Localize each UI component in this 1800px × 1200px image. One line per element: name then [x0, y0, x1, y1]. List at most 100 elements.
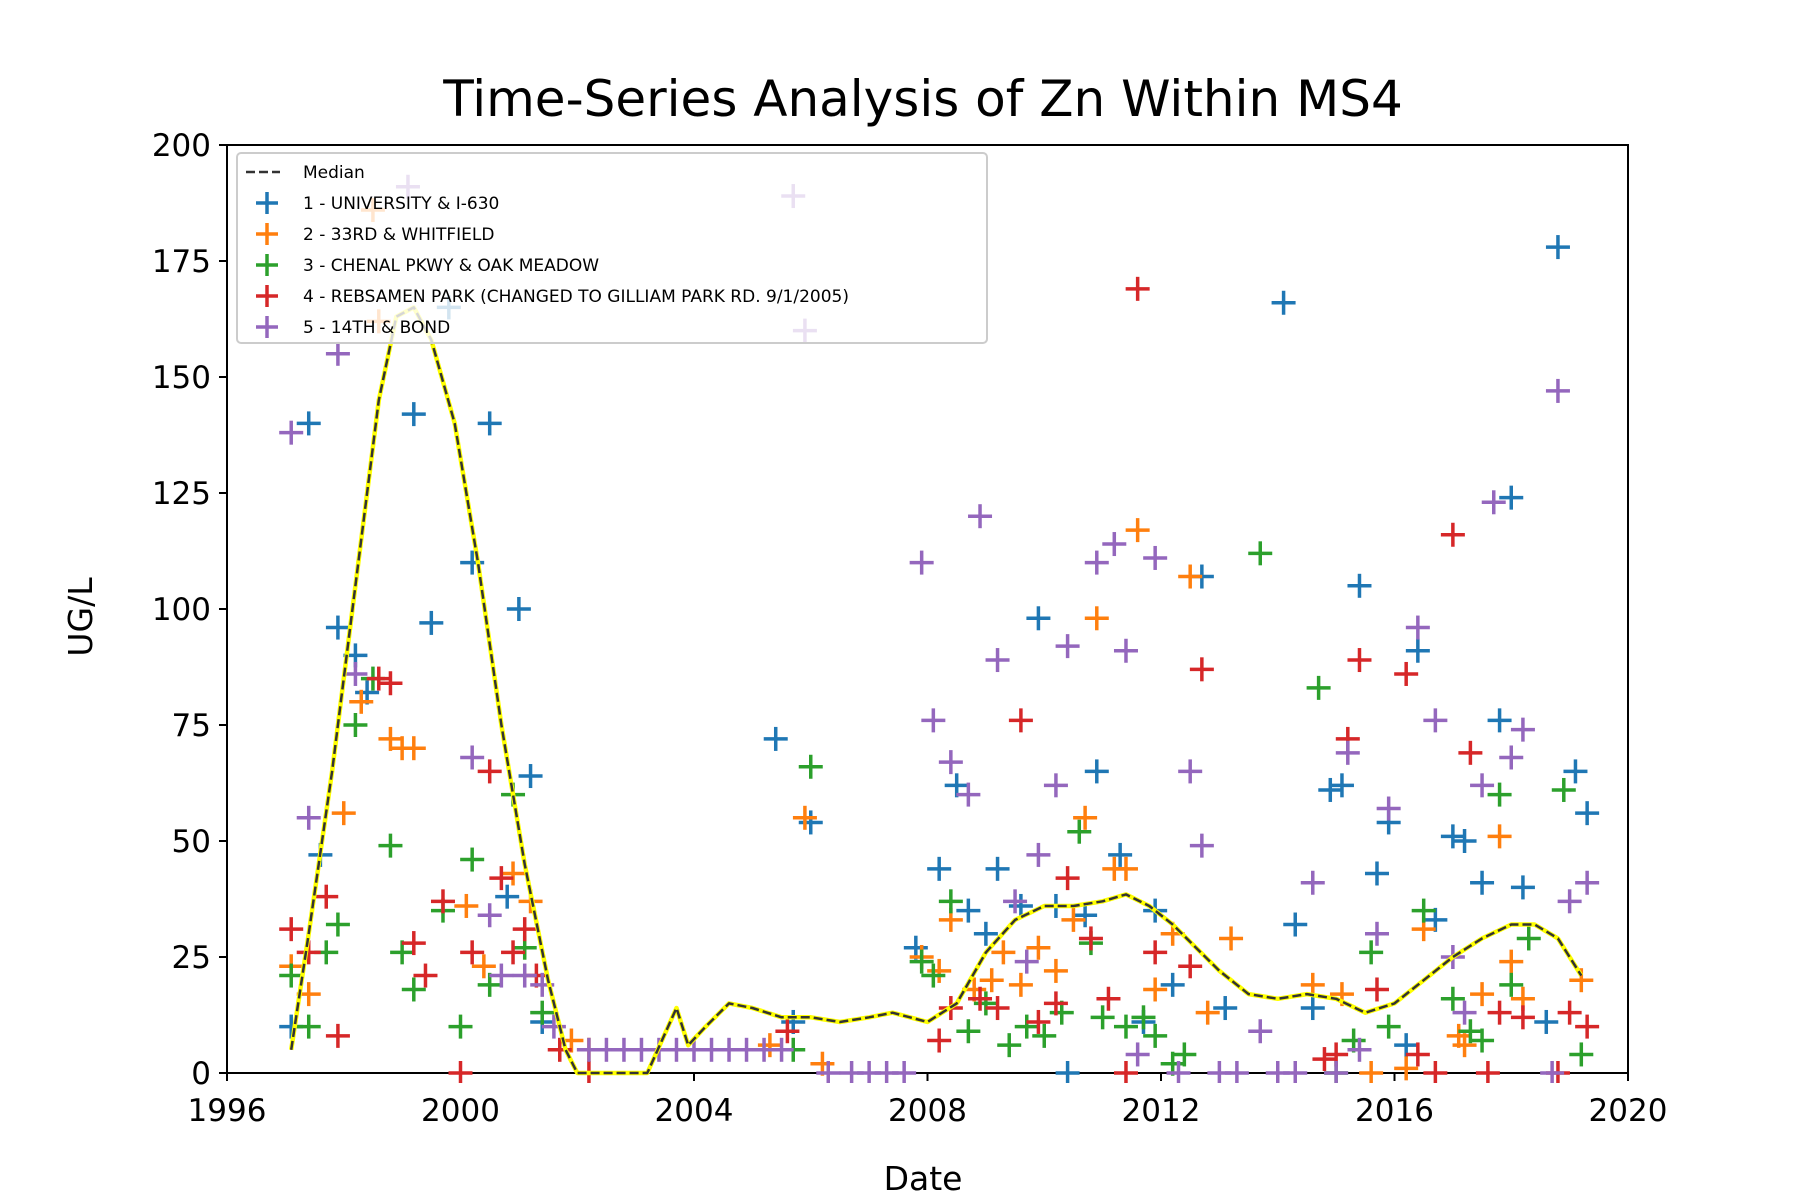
data-point: [1376, 796, 1401, 821]
data-point: [1516, 926, 1541, 951]
data-point: [1359, 940, 1384, 965]
data-point: [1084, 550, 1109, 575]
data-point: [991, 940, 1016, 965]
data-point: [454, 893, 479, 918]
data-point: [1195, 1000, 1220, 1025]
y-tick-label: 175: [152, 244, 211, 280]
data-point: [325, 341, 350, 366]
x-tick-label: 2000: [421, 1093, 500, 1129]
data-point: [1575, 801, 1600, 826]
data-point: [997, 1033, 1022, 1058]
data-point: [792, 805, 817, 830]
data-point: [892, 1061, 917, 1083]
y-tick-label: 50: [172, 824, 211, 860]
data-point: [1575, 870, 1600, 895]
data-point: [1376, 1014, 1401, 1039]
legend-swatch: [256, 285, 278, 307]
data-point: [489, 963, 514, 988]
data-point: [460, 745, 485, 770]
data-point: [1008, 708, 1033, 733]
data-point: [921, 708, 946, 733]
chart-title: Time-Series Analysis of Zn Within MS4: [442, 70, 1403, 128]
data-point: [1073, 903, 1098, 928]
data-point: [909, 550, 934, 575]
legend-box: [236, 152, 988, 344]
data-point: [1248, 1019, 1273, 1044]
x-tick-label: 2020: [1589, 1093, 1668, 1129]
data-point: [1364, 921, 1389, 946]
data-point: [921, 963, 946, 988]
data-point: [1084, 606, 1109, 631]
data-point: [1125, 1042, 1150, 1067]
data-point: [1499, 972, 1524, 997]
data-point: [1481, 490, 1506, 515]
data-point: [1405, 1042, 1430, 1067]
series-2: [279, 197, 1594, 1083]
x-tick-label: 1996: [188, 1093, 267, 1129]
median-line: [289, 306, 1583, 1075]
data-point: [1475, 1061, 1500, 1083]
data-point: [296, 805, 321, 830]
data-point: [1405, 615, 1430, 640]
data-point: [314, 884, 339, 909]
data-point: [956, 1019, 981, 1044]
data-point: [1125, 518, 1150, 543]
data-point: [343, 713, 368, 737]
data-point: [378, 671, 403, 696]
data-point: [1510, 717, 1535, 742]
data-point: [1440, 824, 1465, 849]
data-point: [501, 861, 526, 886]
data-point: [430, 889, 455, 914]
data-point: [1487, 824, 1512, 849]
legend-label: 2 - 33RD & WHITFIELD: [303, 225, 494, 245]
data-point: [419, 610, 444, 635]
data-point: [1008, 893, 1033, 918]
data-point: [325, 615, 350, 640]
data-point: [1563, 759, 1588, 784]
data-point: [1014, 949, 1039, 974]
data-point: [1113, 1014, 1138, 1039]
data-point: [506, 597, 531, 621]
data-point: [1113, 638, 1138, 663]
data-point: [985, 648, 1010, 673]
data-point: [1090, 1005, 1115, 1030]
data-point: [489, 866, 514, 891]
data-point: [1043, 773, 1068, 798]
data-point: [1499, 745, 1524, 770]
data-point: [938, 750, 963, 775]
series-5: [279, 174, 1600, 1083]
data-layer: [279, 174, 1600, 1083]
data-point: [1102, 532, 1127, 557]
data-point: [1189, 657, 1214, 682]
data-point: [1470, 982, 1495, 1007]
data-point: [1113, 1061, 1138, 1083]
data-point: [1318, 777, 1343, 802]
data-point: [1055, 634, 1080, 659]
data-point: [1423, 1061, 1448, 1083]
data-point: [938, 889, 963, 914]
data-point: [956, 898, 981, 923]
data-point: [1347, 1037, 1372, 1062]
data-point: [477, 903, 502, 928]
data-point: [1003, 889, 1028, 914]
data-point: [1108, 842, 1133, 867]
data-point: [1300, 870, 1325, 895]
data-point: [1008, 972, 1033, 997]
data-point: [956, 782, 981, 807]
data-point: [518, 764, 543, 789]
y-axis-label: UG/L: [61, 577, 100, 657]
data-point: [279, 420, 304, 445]
data-point: [512, 963, 537, 988]
data-point: [477, 411, 502, 436]
data-point: [1312, 1047, 1337, 1072]
data-point: [477, 759, 502, 784]
data-point: [1219, 926, 1244, 951]
data-point: [1096, 986, 1121, 1011]
data-point: [401, 736, 426, 761]
data-point: [1189, 833, 1214, 858]
data-point: [1178, 954, 1203, 979]
y-tick-label: 0: [191, 1056, 211, 1092]
data-point: [1470, 1028, 1495, 1053]
data-point: [1487, 1000, 1512, 1025]
